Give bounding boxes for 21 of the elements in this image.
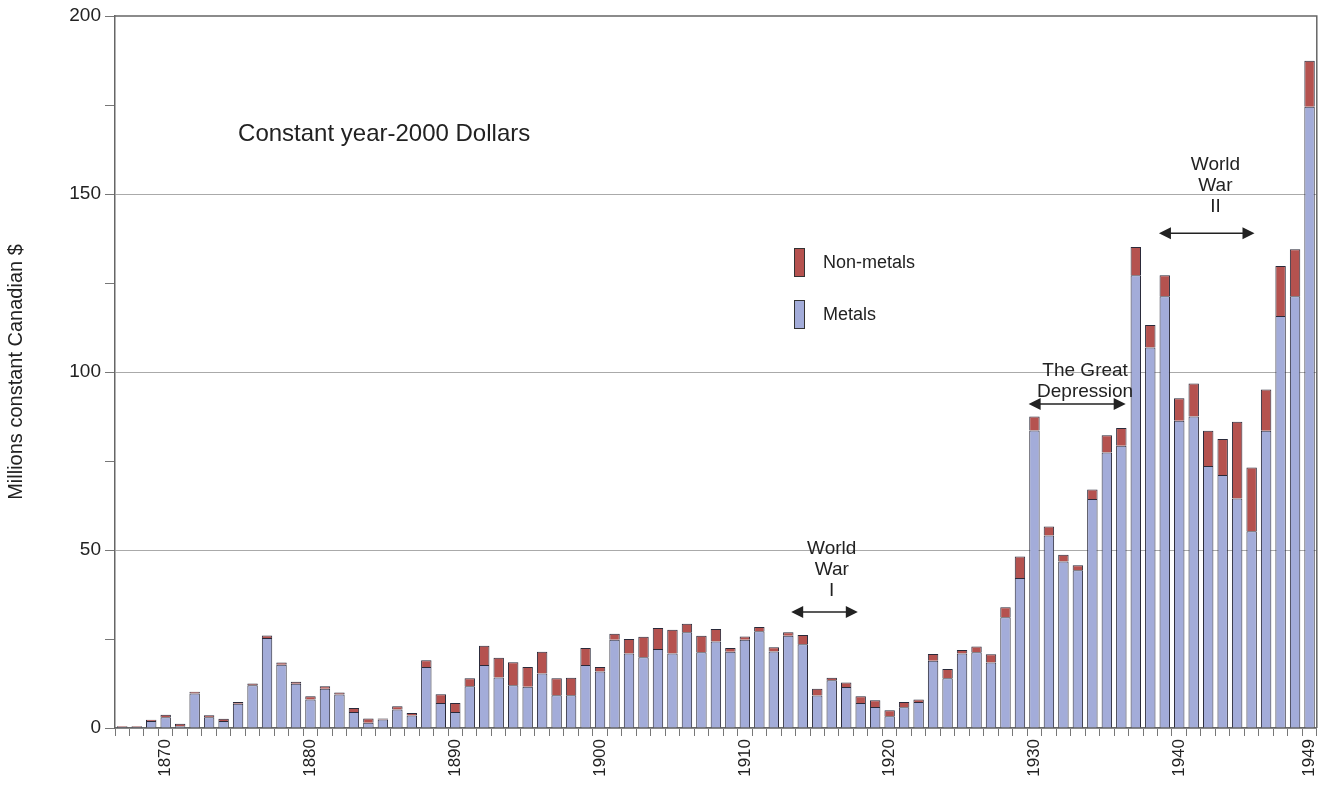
y-tick-label: 100	[69, 360, 101, 382]
x-tick-label: 1920	[879, 739, 899, 777]
x-tick-label: 1930	[1024, 739, 1044, 777]
legend-label: Metals	[823, 304, 877, 326]
x-tick-label: 1890	[444, 739, 464, 777]
x-tick-label: 1880	[300, 739, 320, 777]
annotation: World War I	[807, 537, 857, 601]
y-tick-label: 50	[79, 538, 101, 560]
y-tick-label: 200	[69, 4, 101, 26]
legend-label: Non-metals	[823, 252, 916, 274]
x-tick-label: 1910	[734, 739, 754, 777]
x-tick-label: 1870	[155, 739, 175, 777]
x-tick-label: 1940	[1168, 739, 1188, 777]
y-tick-label: 0	[90, 716, 101, 738]
x-tick-label: 1949	[1299, 739, 1319, 777]
y-axis-title: Millions constant Canadian $	[3, 244, 26, 500]
x-tick-label: 1900	[589, 739, 609, 777]
y-tick-label: 150	[69, 182, 101, 204]
annotation: The Great Depression	[1037, 359, 1134, 402]
annotation: World War II	[1190, 152, 1241, 216]
annotation: Constant year-2000 Dollars	[238, 119, 531, 147]
